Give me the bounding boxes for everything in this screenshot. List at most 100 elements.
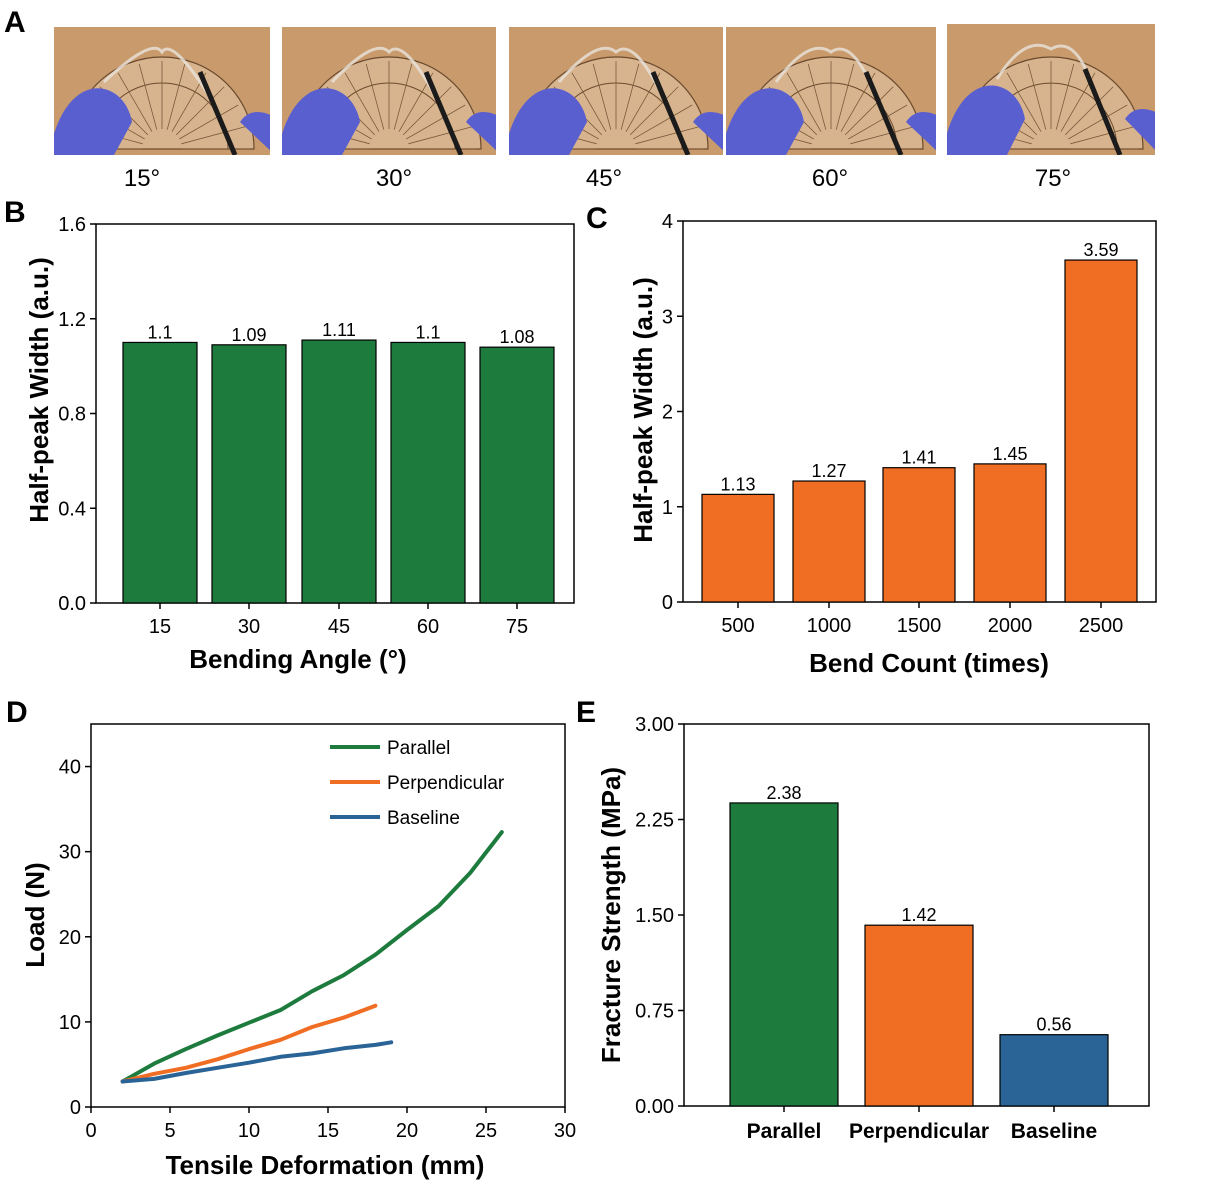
tweezers xyxy=(423,71,464,155)
x-tick-label: 0 xyxy=(85,1120,96,1142)
bar-value-label: 1.41 xyxy=(901,448,936,468)
y-tick-label: 40 xyxy=(59,757,81,779)
panel-label-b: B xyxy=(4,196,26,229)
bar xyxy=(301,339,377,604)
bar xyxy=(211,344,287,604)
x-tick-label: 15 xyxy=(149,616,171,638)
photo-caption: 15° xyxy=(124,165,160,192)
glove-right xyxy=(693,112,723,151)
x-tick-label: Baseline xyxy=(1011,1120,1097,1143)
x-tick-label: 15 xyxy=(317,1120,339,1142)
y-axis-label: Half-peak Width (a.u.) xyxy=(24,257,54,523)
y-tick-label: 2 xyxy=(662,402,673,424)
bar xyxy=(479,346,555,604)
protractor-tick xyxy=(402,86,452,136)
y-tick-label: 0.0 xyxy=(58,593,86,615)
x-tick-label: Perpendicular xyxy=(849,1120,989,1143)
panel-label-a: A xyxy=(4,6,26,39)
x-tick-label: 2500 xyxy=(1079,615,1124,637)
protractor-tick xyxy=(1027,63,1047,130)
series-line-perpendicular xyxy=(120,1003,378,1084)
glove-right xyxy=(466,112,496,151)
bar xyxy=(882,467,956,603)
bar xyxy=(1064,259,1138,603)
protractor-tick xyxy=(1068,104,1128,140)
protractor-tick xyxy=(1064,86,1114,136)
protractor-tick xyxy=(166,63,186,130)
photo-caption: 45° xyxy=(586,165,622,192)
bending-photo xyxy=(282,27,496,155)
y-tick-label: 3 xyxy=(662,306,673,328)
tweezers xyxy=(863,71,904,155)
protractor-tick xyxy=(365,63,385,130)
bar xyxy=(122,341,198,604)
bars: 1.1 15 1.09 30 1.11 45 1.1 60 1.08 75 xyxy=(122,320,555,638)
photo-strip xyxy=(54,24,1155,155)
y-tick-label: 2.25 xyxy=(635,810,674,832)
x-axis-label: Bending Angle (°) xyxy=(189,644,406,674)
x-tick-label: Parallel xyxy=(747,1120,822,1143)
bending-photo xyxy=(726,27,936,155)
protractor-tick xyxy=(620,63,640,130)
bar xyxy=(999,1034,1109,1107)
y-axis-label: Half-peak Width (a.u.) xyxy=(628,277,658,543)
series-line-baseline xyxy=(120,1040,394,1084)
panel-d-chart: 0 5 10 15 20 25 30 0 10 20 30 40 Parallel Perpendicu… xyxy=(20,723,576,1180)
x-axis-label: Tensile Deformation (mm) xyxy=(166,1150,485,1180)
y-tick-label: 30 xyxy=(59,842,81,864)
y-tick-label: 0 xyxy=(662,592,673,614)
bars: 2.38 Parallel 1.42 Perpendicular 0.56 Baselin… xyxy=(729,783,1109,1143)
protractor-tick xyxy=(1006,72,1042,132)
series-line-parallel xyxy=(120,830,504,1084)
protractor-tick xyxy=(175,86,225,136)
protractor-tick xyxy=(786,72,822,132)
glove-left xyxy=(509,88,587,155)
legend-label: Parallel xyxy=(387,738,450,759)
y-tick-label: 0.8 xyxy=(58,404,86,426)
protractor-tick xyxy=(408,125,475,145)
x-tick-label: 60 xyxy=(417,616,439,638)
protractor-tick xyxy=(635,125,702,145)
tweezers xyxy=(197,71,238,155)
y-ticks: 0 1 2 3 4 xyxy=(662,211,683,614)
glove-left xyxy=(54,88,132,155)
x-tick-label: 75 xyxy=(506,616,528,638)
x-tick-label: 30 xyxy=(554,1120,576,1142)
y-ticks: 0.00 0.75 1.50 2.25 3.00 xyxy=(635,714,684,1118)
bar xyxy=(973,463,1047,603)
x-axis-label: Bend Count (times) xyxy=(809,648,1049,678)
glove-right xyxy=(1125,109,1155,150)
bar-value-label: 1.1 xyxy=(415,322,440,342)
protractor-tick xyxy=(835,63,855,130)
photo-caption: 75° xyxy=(1035,165,1071,192)
protractor-tick xyxy=(844,86,894,136)
glove-right xyxy=(240,112,270,151)
glove-right xyxy=(906,112,936,151)
x-tick-label: 10 xyxy=(238,1120,260,1142)
bars: 1.13 500 1.27 1000 1.41 1500 1.45 2000 3.59 2500 xyxy=(701,240,1138,637)
axis-ticks: 0 5 10 15 20 25 30 0 10 20 30 40 xyxy=(59,757,576,1142)
bar-value-label: 1.09 xyxy=(231,325,266,345)
protractor-tick xyxy=(179,104,239,140)
y-tick-label: 0 xyxy=(70,1097,81,1119)
x-tick-label: 45 xyxy=(328,616,350,638)
x-tick-label: 2000 xyxy=(988,615,1033,637)
bar-value-label: 1.42 xyxy=(901,905,936,925)
photo-caption: 30° xyxy=(376,165,412,192)
protractor-tick xyxy=(1055,63,1075,130)
sample-strip xyxy=(330,46,438,98)
protractor-tick xyxy=(629,86,679,136)
sample-strip xyxy=(557,46,665,98)
bar-value-label: 0.56 xyxy=(1036,1015,1071,1035)
protractor-tick xyxy=(850,125,917,145)
y-tick-label: 0.00 xyxy=(635,1096,674,1118)
x-tick-label: 1500 xyxy=(897,615,942,637)
x-tick-label: 20 xyxy=(396,1120,418,1142)
y-tick-label: 1.50 xyxy=(635,905,674,927)
y-tick-label: 20 xyxy=(59,927,81,949)
glove-left xyxy=(947,85,1025,155)
photo-captions: 15° 30° 45° 60° 75° xyxy=(124,165,1071,192)
bar-value-label: 1.45 xyxy=(992,444,1027,464)
panel-label-e: E xyxy=(576,696,596,729)
legend-label: Perpendicular xyxy=(387,773,505,794)
